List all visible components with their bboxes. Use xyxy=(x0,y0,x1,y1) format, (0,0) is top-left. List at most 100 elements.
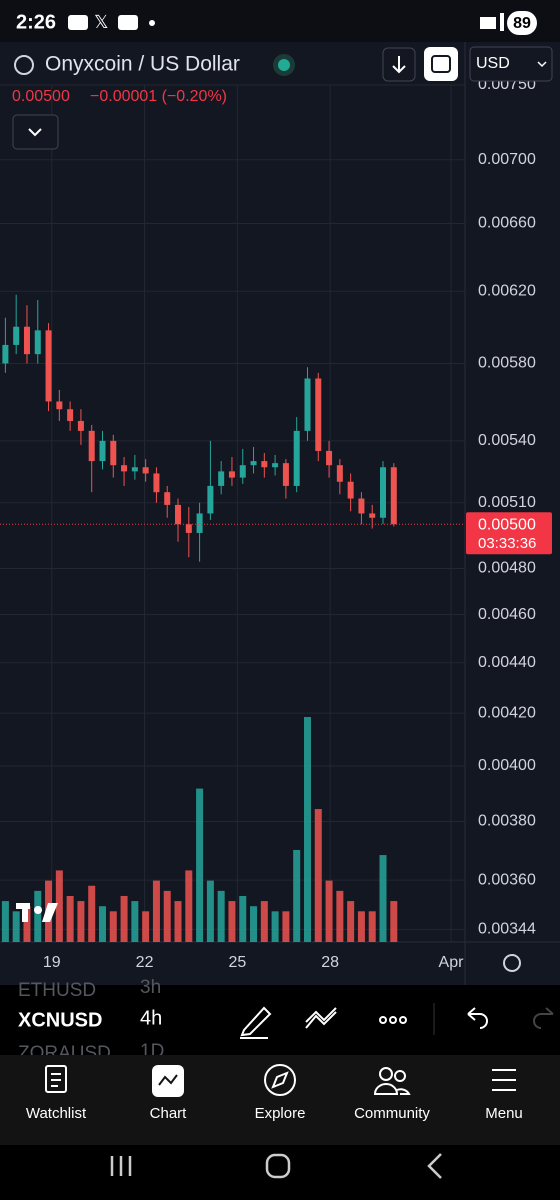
expand-button[interactable] xyxy=(12,114,59,150)
nav-item[interactable]: Explore xyxy=(255,1105,306,1122)
interval-prev[interactable]: 3h xyxy=(140,977,161,998)
volume-bar xyxy=(152,880,160,942)
volume-bar xyxy=(77,901,85,942)
chart-background xyxy=(0,0,560,985)
candle-body xyxy=(380,467,387,518)
candle-body xyxy=(142,467,149,474)
undo[interactable] xyxy=(467,1007,488,1029)
volume-bar xyxy=(314,809,322,942)
battery xyxy=(507,11,537,35)
candle-body xyxy=(153,473,160,493)
volume-bar xyxy=(66,895,74,942)
status-icons: 𝕏 xyxy=(68,12,504,32)
last-price: 0.00500 xyxy=(12,88,70,105)
candle-body xyxy=(13,326,20,345)
compare-button[interactable] xyxy=(424,47,458,81)
currency-select[interactable] xyxy=(469,46,553,82)
trend-tool[interactable] xyxy=(305,1007,337,1029)
y-tick-label: 0.00700 xyxy=(478,151,536,168)
candle-body xyxy=(2,344,9,364)
volume-bar xyxy=(260,901,268,942)
volume-bar xyxy=(368,911,376,942)
status-bar xyxy=(0,0,560,42)
candle-body xyxy=(196,513,203,533)
draw-tool[interactable] xyxy=(240,1006,272,1039)
countdown: 03:33:36 xyxy=(478,535,536,552)
redo[interactable] xyxy=(533,1007,554,1029)
candle-body xyxy=(347,481,354,499)
coin-logo xyxy=(14,55,34,75)
tv-logo xyxy=(16,903,58,922)
volume-bar xyxy=(357,911,365,942)
system-nav xyxy=(0,1145,560,1200)
currency: USD xyxy=(476,55,510,72)
nav-item[interactable]: Menu xyxy=(485,1105,523,1122)
volume-bar xyxy=(12,911,20,942)
last-price-label: 0.00500 xyxy=(478,516,536,533)
y-tick-label: 0.00400 xyxy=(478,757,536,774)
candle-body xyxy=(175,504,182,525)
candle-body xyxy=(131,467,138,472)
volume-bar xyxy=(131,901,139,942)
nav-icons xyxy=(45,1064,516,1097)
volume-bar xyxy=(88,885,96,942)
x-tick-label: 28 xyxy=(321,954,339,971)
candle-body xyxy=(369,513,376,518)
volume-bar xyxy=(347,901,355,942)
symbol-bar xyxy=(0,985,560,1055)
volume-bar xyxy=(34,890,42,942)
candle-body xyxy=(185,524,192,533)
nav-bar xyxy=(0,1055,560,1145)
market-open-dot xyxy=(278,59,290,71)
volume-bar xyxy=(303,717,311,942)
y-tick-label: 0.00420 xyxy=(478,704,536,721)
candle-body xyxy=(261,461,268,468)
candle-body xyxy=(164,492,171,505)
y-tick-label: 0.00460 xyxy=(478,606,536,623)
plot: 0.007500.007000.006600.006200.005800.005… xyxy=(0,42,560,985)
candle-body xyxy=(121,465,128,472)
candle-body xyxy=(358,498,365,514)
volume-bar xyxy=(174,901,182,942)
candle-body xyxy=(207,485,214,514)
candle-body xyxy=(34,330,41,355)
candle-body xyxy=(293,430,300,486)
volume-bar xyxy=(228,901,236,942)
volume-bar xyxy=(206,880,214,942)
candle-body xyxy=(336,465,343,482)
volume-bar xyxy=(325,880,333,942)
candle-body xyxy=(228,471,235,478)
volume-bar xyxy=(379,855,387,942)
nav-item[interactable]: Chart xyxy=(150,1105,188,1122)
symbol-prev[interactable]: ETHUSD xyxy=(18,980,96,1001)
nav-item[interactable]: Community xyxy=(354,1105,430,1122)
volume-bar xyxy=(196,788,204,942)
symbol-current[interactable]: XCNUSD xyxy=(18,1009,102,1031)
compare-icon xyxy=(431,55,451,73)
y-tick-label: 0.00580 xyxy=(478,355,536,372)
candle-body xyxy=(67,409,74,421)
candle-body xyxy=(110,440,117,466)
volume-bar xyxy=(250,906,258,942)
candle-body xyxy=(390,467,397,525)
volume-bar xyxy=(109,911,117,942)
volume-bar xyxy=(1,901,9,942)
y-tick-label: 0.00620 xyxy=(478,282,536,299)
interval-current[interactable]: 4h xyxy=(140,1007,162,1029)
volume-bar xyxy=(120,895,128,942)
symbol-title[interactable]: Onyxcoin / US Dollar xyxy=(45,53,240,76)
x-tick-label: 25 xyxy=(228,954,246,971)
volume-bar xyxy=(98,906,106,942)
more-tools[interactable] xyxy=(379,1016,407,1024)
candle-body xyxy=(77,420,84,431)
status-time: 2:26 xyxy=(16,11,56,33)
last-price-box xyxy=(466,512,552,555)
x-tick-label: Apr xyxy=(439,954,465,971)
volume-bar xyxy=(185,870,193,942)
candle-body xyxy=(250,461,257,466)
nav-item[interactable]: Watchlist xyxy=(26,1105,87,1122)
candle-body xyxy=(88,430,95,462)
candle-body xyxy=(99,440,106,462)
settings-icon[interactable] xyxy=(503,954,521,972)
candle-body xyxy=(218,471,225,486)
